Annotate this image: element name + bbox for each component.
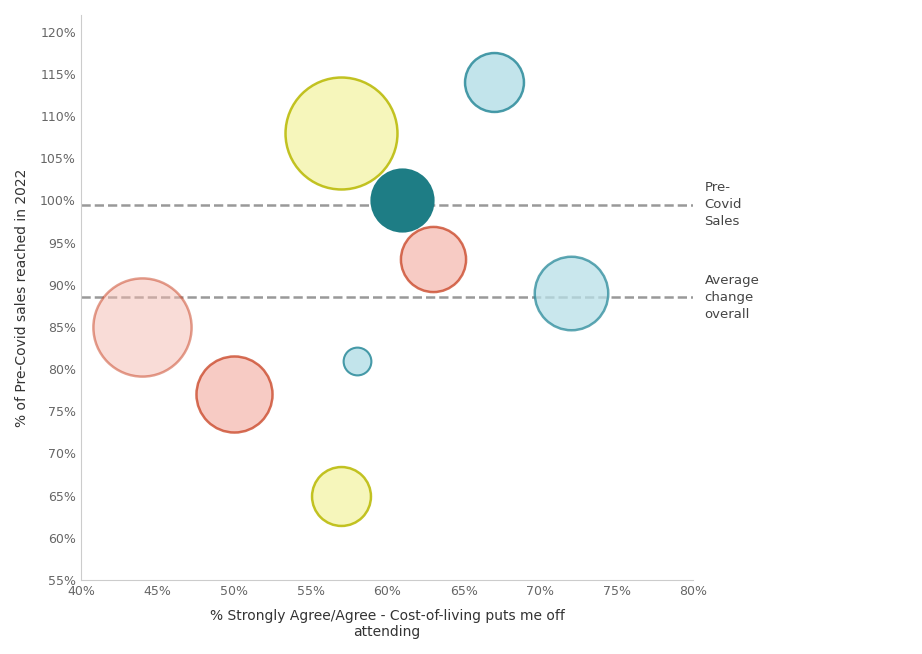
X-axis label: % Strongly Agree/Agree - Cost-of-living puts me off
attending: % Strongly Agree/Agree - Cost-of-living …: [209, 609, 564, 639]
Text: Average
change
overall: Average change overall: [704, 274, 760, 321]
Point: [487, 77, 502, 88]
Point: [396, 196, 410, 206]
Point: [349, 355, 364, 366]
Point: [563, 288, 578, 298]
Point: [227, 389, 242, 400]
Text: Pre-
Covid
Sales: Pre- Covid Sales: [704, 181, 742, 228]
Point: [334, 128, 349, 138]
Point: [135, 322, 149, 332]
Point: [334, 490, 349, 501]
Y-axis label: % of Pre-Covid sales reached in 2022: % of Pre-Covid sales reached in 2022: [15, 168, 29, 426]
Point: [426, 254, 441, 265]
